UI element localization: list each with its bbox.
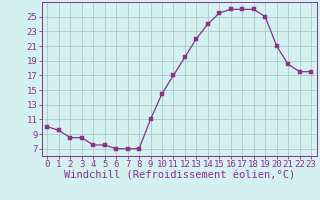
X-axis label: Windchill (Refroidissement éolien,°C): Windchill (Refroidissement éolien,°C) bbox=[64, 171, 295, 181]
